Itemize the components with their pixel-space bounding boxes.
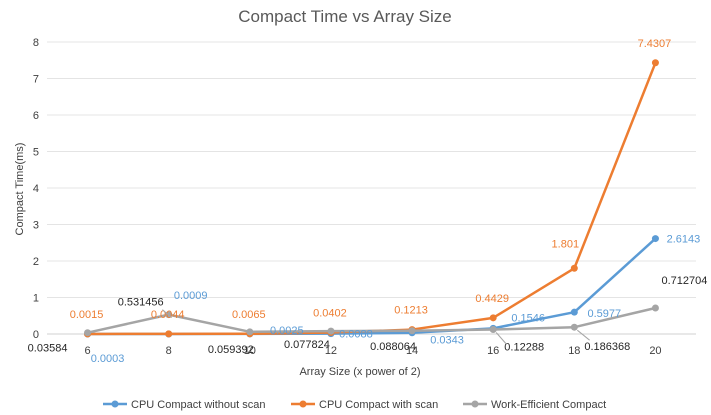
data-point xyxy=(489,326,497,334)
data-label: 0.5977 xyxy=(587,308,621,320)
legend-item: CPU Compact without scan xyxy=(103,399,266,411)
data-label: 0.0009 xyxy=(174,290,208,302)
y-axis-title: Compact Time(ms) xyxy=(14,143,26,236)
x-tick-label: 6 xyxy=(85,345,91,357)
data-label: 0.1546 xyxy=(511,312,545,324)
data-labels: 0.0003 0.0009 0.0025 0.0088 0.0343 0.1546 0.59… xyxy=(28,38,708,365)
legend-marker xyxy=(111,400,119,408)
y-tick-label: 7 xyxy=(33,74,39,86)
data-label: 0.0088 xyxy=(339,329,373,341)
legend-item: CPU Compact with scan xyxy=(291,399,438,411)
y-axis-ticks: 0 1 2 3 4 5 6 7 8 xyxy=(33,37,39,341)
data-point xyxy=(570,323,578,331)
legend-label: CPU Compact with scan xyxy=(319,399,438,411)
x-tick-label: 14 xyxy=(406,345,418,357)
legend-label: CPU Compact without scan xyxy=(131,399,266,411)
legend-label: Work-Efficient Compact xyxy=(491,399,606,411)
y-tick-label: 2 xyxy=(33,256,39,268)
y-tick-label: 6 xyxy=(33,110,39,122)
data-point xyxy=(570,308,578,316)
data-point xyxy=(489,314,497,322)
x-axis-title: Array Size (x power of 2) xyxy=(299,366,420,378)
x-tick-label: 10 xyxy=(244,345,256,357)
data-point xyxy=(246,328,254,336)
series-layer xyxy=(84,59,659,338)
data-label: 0.03584 xyxy=(28,343,68,355)
data-point xyxy=(651,235,659,243)
data-label: 0.1213 xyxy=(394,305,428,317)
x-tick-label: 16 xyxy=(487,345,499,357)
leader-line xyxy=(576,329,590,341)
y-tick-label: 8 xyxy=(33,37,39,49)
x-tick-label: 8 xyxy=(166,345,172,357)
leader-line xyxy=(495,332,508,345)
data-label: 0.0003 xyxy=(91,353,125,365)
legend-marker xyxy=(471,400,479,408)
chart-title: Compact Time vs Array Size xyxy=(238,7,452,26)
y-tick-label: 1 xyxy=(33,293,39,305)
data-label: 0.712704 xyxy=(661,275,707,287)
series-line xyxy=(87,62,657,336)
data-label: 0.12288 xyxy=(504,342,544,354)
data-label: 0.0402 xyxy=(313,308,347,320)
data-label: 0.077824 xyxy=(284,339,330,351)
data-label: 7.4307 xyxy=(638,38,672,50)
gridlines xyxy=(47,41,696,335)
data-label: 0.4429 xyxy=(475,293,509,305)
data-label: 0.186368 xyxy=(584,341,630,353)
y-tick-label: 3 xyxy=(33,220,39,232)
data-point xyxy=(408,327,416,335)
y-tick-label: 4 xyxy=(33,183,39,195)
legend-item: Work-Efficient Compact xyxy=(463,399,606,411)
data-label: 0.059392 xyxy=(208,344,254,356)
data-label: 0.0044 xyxy=(151,309,185,321)
data-point xyxy=(651,59,659,67)
series-line xyxy=(87,306,656,334)
data-label: 0.0025 xyxy=(270,325,304,337)
legend-marker xyxy=(299,400,307,408)
data-label: 0.531456 xyxy=(118,297,164,309)
data-label: 2.6143 xyxy=(667,234,701,246)
x-tick-label: 12 xyxy=(325,345,337,357)
x-tick-label: 20 xyxy=(649,345,661,357)
legend: CPU Compact without scan CPU Compact with… xyxy=(103,399,606,411)
data-label: 0.088064 xyxy=(370,341,416,353)
data-point xyxy=(165,330,173,338)
data-label: 0.0065 xyxy=(232,309,266,321)
data-point xyxy=(84,329,92,337)
x-axis-ticks: 6 8 10 12 14 16 18 20 xyxy=(85,345,662,357)
leader-line xyxy=(162,309,173,318)
y-tick-label: 5 xyxy=(33,147,39,159)
data-label: 0.0015 xyxy=(70,309,104,321)
data-point xyxy=(651,304,659,312)
data-point xyxy=(570,264,578,272)
data-point xyxy=(327,327,335,335)
data-label: 0.0343 xyxy=(430,335,464,347)
x-tick-label: 18 xyxy=(568,345,580,357)
y-tick-label: 0 xyxy=(33,329,39,341)
data-label: 1.801 xyxy=(552,238,580,250)
